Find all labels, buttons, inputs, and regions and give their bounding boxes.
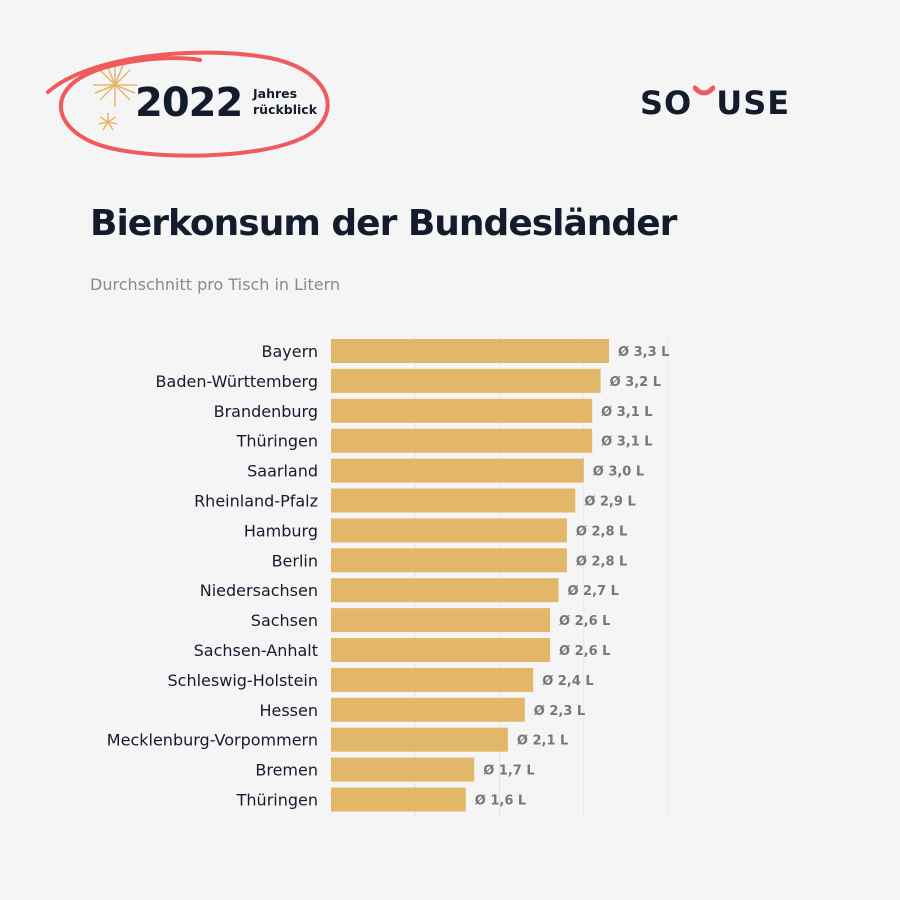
category-label: Bayern — [261, 342, 318, 361]
category-label: Baden-Württemberg — [156, 372, 318, 391]
bar — [331, 428, 593, 453]
category-label: Saarland — [247, 462, 318, 481]
logo-smile-icon — [692, 85, 716, 96]
bar — [331, 458, 584, 483]
badge-subtitle: Jahres rückblick — [253, 86, 317, 118]
bar — [331, 757, 475, 782]
bar — [331, 368, 601, 393]
data-label: Ø 1,6 L — [475, 794, 526, 809]
fireworks-icon — [93, 63, 137, 131]
bar — [331, 667, 534, 692]
bar — [331, 638, 551, 662]
category-label: Niedersachsen — [200, 581, 318, 600]
badge-line-1: Jahres — [253, 86, 298, 101]
bar — [331, 488, 576, 513]
category-label: Thüringen — [236, 432, 318, 451]
data-label: Ø 3,3 L — [618, 345, 669, 360]
category-label: Thüringen — [236, 791, 318, 810]
data-label: Ø 3,1 L — [601, 435, 652, 450]
category-label: Rheinland-Pfalz — [194, 492, 318, 511]
bar — [331, 578, 559, 603]
data-label: Ø 3,2 L — [610, 375, 661, 390]
data-label: Ø 1,7 L — [483, 764, 534, 779]
category-label: Hamburg — [244, 521, 318, 540]
data-label: Ø 3,1 L — [601, 405, 652, 420]
badge-line-2: rückblick — [253, 102, 318, 117]
category-label: Sachsen-Anhalt — [194, 641, 318, 660]
category-label: Mecklenburg-Vorpommern — [107, 731, 318, 750]
data-label: Ø 2,6 L — [559, 614, 610, 629]
data-label: Ø 2,9 L — [584, 495, 635, 510]
bar — [331, 697, 525, 722]
data-label: Ø 3,0 L — [593, 465, 644, 480]
data-label: Ø 2,8 L — [576, 554, 627, 569]
logo-left: SO — [640, 84, 693, 122]
bar — [331, 398, 593, 423]
bar — [331, 727, 508, 752]
data-label: Ø 2,3 L — [534, 704, 585, 719]
data-label: Ø 2,8 L — [576, 524, 627, 539]
category-label: Bremen — [255, 761, 318, 780]
bar — [331, 608, 551, 633]
highlight-circle — [46, 50, 330, 158]
data-label: Ø 2,6 L — [559, 644, 610, 659]
category-label: Schleswig-Holstein — [168, 671, 318, 690]
bar — [331, 518, 567, 543]
category-label: Brandenburg — [214, 402, 318, 421]
data-label: Ø 2,1 L — [517, 734, 568, 749]
data-label: Ø 2,4 L — [542, 674, 593, 689]
badge-year: 2022 — [135, 80, 243, 126]
bar — [331, 787, 466, 812]
chart-subtitle: Durchschnitt pro Tisch in Litern — [90, 275, 341, 294]
category-label: Berlin — [272, 551, 318, 570]
category-label: Hessen — [259, 701, 318, 720]
logo: SO USE — [640, 84, 790, 122]
chart-title: Bierkonsum der Bundesländer — [90, 203, 677, 244]
data-label: Ø 2,7 L — [567, 584, 618, 599]
bar — [331, 339, 610, 363]
category-label: Sachsen — [251, 611, 318, 630]
bar — [331, 548, 567, 573]
logo-right: USE — [716, 84, 791, 122]
